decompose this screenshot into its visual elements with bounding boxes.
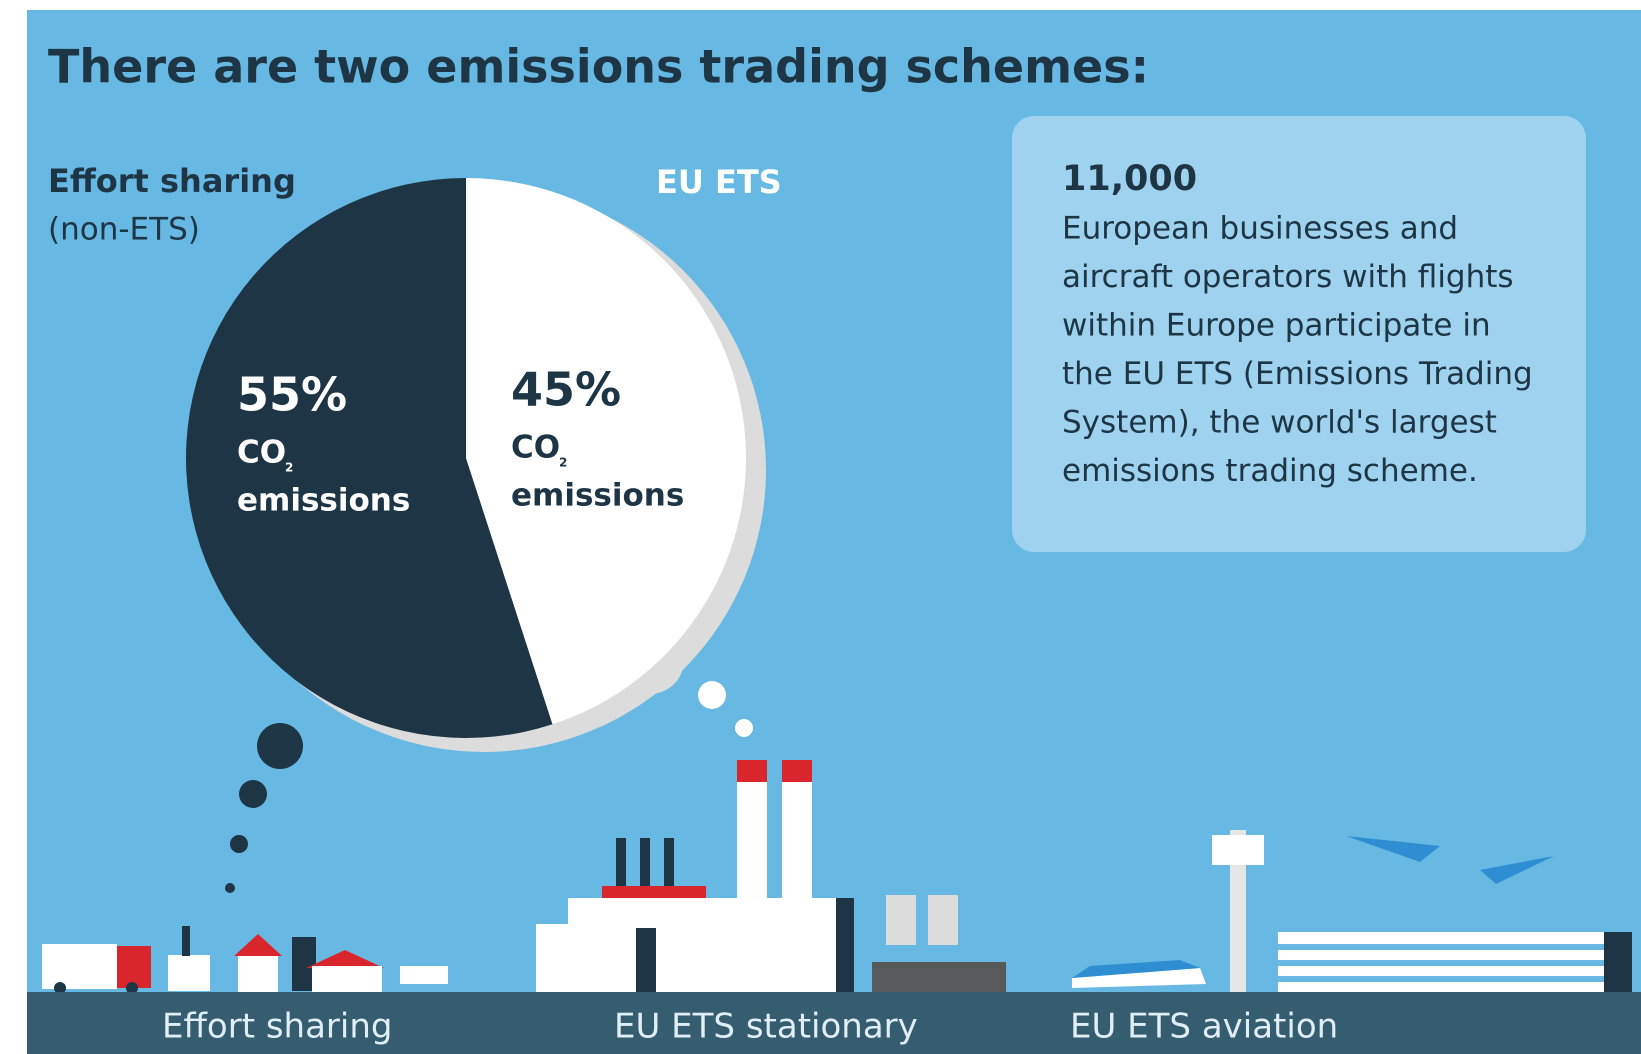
info-line: System), the world's largest bbox=[1062, 405, 1497, 441]
info-line: the EU ETS (Emissions Trading bbox=[1062, 356, 1533, 392]
caption: emissions bbox=[237, 483, 410, 519]
info-number: 11,000 bbox=[1062, 159, 1197, 199]
bubble bbox=[735, 719, 753, 737]
info-line: within Europe participate in bbox=[1062, 308, 1491, 344]
bubble bbox=[225, 883, 235, 893]
category-label: EU ETS bbox=[656, 163, 782, 201]
bubble bbox=[257, 723, 303, 769]
sector-label: EU ETS aviation bbox=[1070, 1007, 1338, 1047]
info-line: European businesses and bbox=[1062, 211, 1458, 247]
formula-subscript: 2 bbox=[559, 456, 567, 470]
value-label: 45% bbox=[511, 363, 621, 417]
category-sublabel: (non-ETS) bbox=[48, 212, 200, 248]
value-label: 55% bbox=[237, 368, 347, 422]
formula: CO bbox=[511, 430, 560, 466]
info-text: European businesses and aircraft operator… bbox=[1062, 211, 1533, 490]
info-line: emissions trading scheme. bbox=[1062, 453, 1478, 489]
category-label: Effort sharing bbox=[48, 162, 296, 200]
bubble bbox=[230, 835, 248, 853]
info-line: aircraft operators with flights bbox=[1062, 259, 1514, 295]
formula: CO bbox=[237, 435, 286, 471]
ground-bar bbox=[27, 992, 1641, 1054]
formula-subscript: 2 bbox=[285, 461, 293, 475]
bubble bbox=[698, 681, 726, 709]
sector-label: EU ETS stationary bbox=[614, 1007, 918, 1047]
bubble bbox=[239, 780, 267, 808]
sector-label: Effort sharing bbox=[162, 1007, 392, 1047]
title: There are two emissions trading schemes: bbox=[48, 40, 1149, 94]
caption: emissions bbox=[511, 478, 684, 514]
scenery bbox=[42, 760, 1632, 994]
info-box bbox=[1012, 116, 1586, 552]
pie-slice bbox=[466, 178, 746, 725]
pie-slice bbox=[185, 178, 553, 739]
